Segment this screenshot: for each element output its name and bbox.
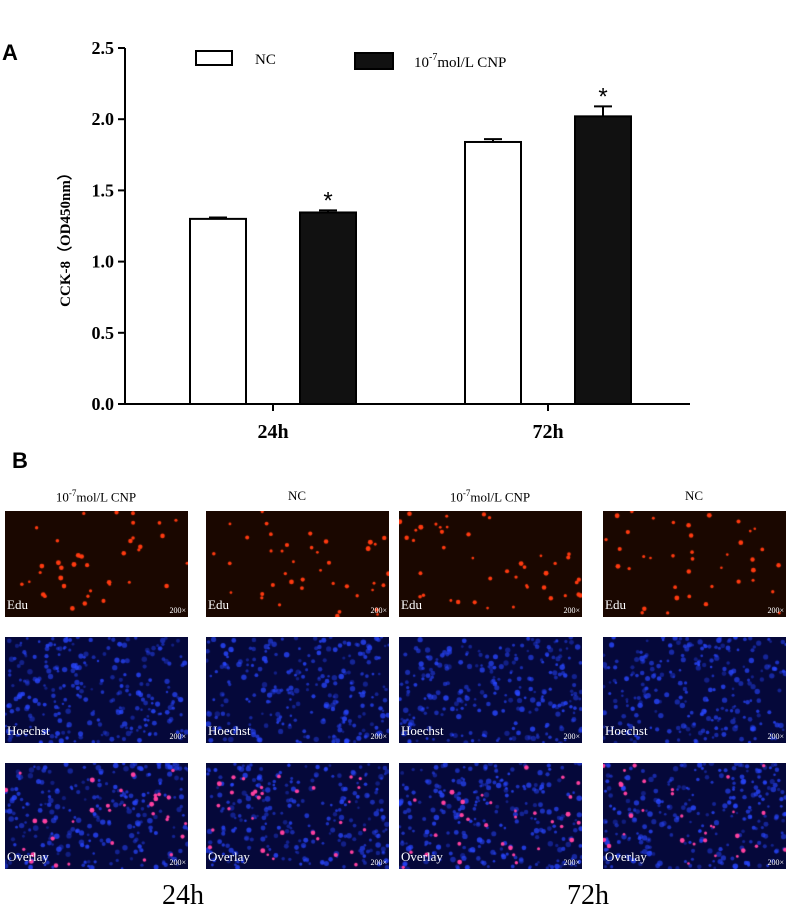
micrograph-canvas	[399, 511, 582, 617]
column-header: 10-7mol/L CNP	[449, 488, 531, 505]
stain-label: Hoechst	[401, 723, 444, 738]
y-tick-label: 2.5	[92, 38, 115, 58]
magnification-label: 200×	[563, 858, 580, 867]
magnification-label: 200×	[169, 732, 186, 741]
microscopy-image-hoechst: Hoechst 200×	[603, 637, 786, 743]
magnification-label: 200×	[370, 606, 387, 615]
significance-star: *	[598, 83, 607, 110]
column-header: 10-7mol/L CNP	[55, 488, 137, 505]
legend-label-nc: NC	[255, 52, 276, 68]
magnification-label: 200×	[767, 732, 784, 741]
column-header: NC	[684, 488, 704, 503]
magnification-label: 200×	[563, 606, 580, 615]
legend-swatch-nc	[195, 50, 233, 66]
microscopy-image-overlay: Overlay 200×	[603, 763, 786, 869]
micrograph-canvas	[206, 637, 389, 743]
micrograph-canvas	[603, 637, 786, 743]
panel-a-letter: A	[2, 40, 18, 65]
legend-swatch-cnp	[354, 52, 394, 70]
stain-label: Overlay	[401, 849, 443, 864]
bar-cnp	[299, 211, 357, 405]
micrograph-canvas	[5, 511, 188, 617]
stain-label: Overlay	[605, 849, 647, 864]
time-label-72h: 72h	[567, 880, 609, 911]
bar-cnp	[574, 115, 632, 406]
bar-nc	[464, 140, 522, 405]
legend-label-cnp: 10-7mol/L CNP	[414, 52, 506, 71]
stain-label: Hoechst	[605, 723, 648, 738]
micrograph-canvas	[206, 511, 389, 617]
microscopy-image-overlay: Overlay 200×	[5, 763, 188, 869]
y-tick-label: 2.0	[92, 109, 115, 129]
y-tick-label: 1.0	[92, 252, 115, 272]
microscopy-image-hoechst: Hoechst 200×	[5, 637, 188, 743]
micrograph-canvas	[5, 763, 188, 869]
stain-label: Overlay	[7, 849, 49, 864]
x-tick-label: 72h	[532, 421, 563, 443]
microscopy-image-edu: Edu 200×	[206, 511, 389, 617]
micrograph-canvas	[603, 511, 786, 617]
significance-star: *	[323, 187, 332, 214]
magnification-label: 200×	[370, 858, 387, 867]
bar-nc	[189, 217, 247, 405]
micrograph-canvas	[5, 637, 188, 743]
stain-label: Edu	[401, 597, 422, 612]
micrograph-canvas	[399, 637, 582, 743]
magnification-label: 200×	[563, 732, 580, 741]
column-header: NC	[287, 488, 307, 503]
stain-label: Hoechst	[7, 723, 50, 738]
micrograph-canvas	[603, 763, 786, 869]
time-label-24h: 24h	[162, 880, 204, 911]
cck8-bar-chart: 0.0 0.5 1.0 1.5 2.0 2.5 CCK-8（OD450nm） 24h 72h * *…	[56, 38, 690, 443]
magnification-label: 200×	[169, 858, 186, 867]
y-tick-label: 1.5	[92, 180, 115, 200]
y-tick-label: 0.0	[92, 394, 115, 414]
microscopy-image-overlay: Overlay 200×	[206, 763, 389, 869]
stain-label: Hoechst	[208, 723, 251, 738]
magnification-label: 200×	[767, 606, 784, 615]
microscopy-image-overlay: Overlay 200×	[399, 763, 582, 869]
micrograph-canvas	[206, 763, 389, 869]
microscopy-image-hoechst: Hoechst 200×	[206, 637, 389, 743]
y-axis-label: CCK-8（OD450nm）	[56, 165, 74, 307]
y-tick-label: 0.5	[92, 323, 115, 343]
stain-label: Edu	[208, 597, 229, 612]
microscopy-image-edu: Edu 200×	[5, 511, 188, 617]
stain-label: Edu	[7, 597, 28, 612]
microscopy-image-edu: Edu 200×	[399, 511, 582, 617]
magnification-label: 200×	[370, 732, 387, 741]
magnification-label: 200×	[767, 858, 784, 867]
microscopy-image-edu: Edu 200×	[603, 511, 786, 617]
stain-label: Edu	[605, 597, 626, 612]
x-tick-label: 24h	[257, 421, 288, 443]
micrograph-canvas	[399, 763, 582, 869]
microscopy-image-hoechst: Hoechst 200×	[399, 637, 582, 743]
panel-b-letter: B	[12, 448, 28, 473]
magnification-label: 200×	[169, 606, 186, 615]
stain-label: Overlay	[208, 849, 250, 864]
